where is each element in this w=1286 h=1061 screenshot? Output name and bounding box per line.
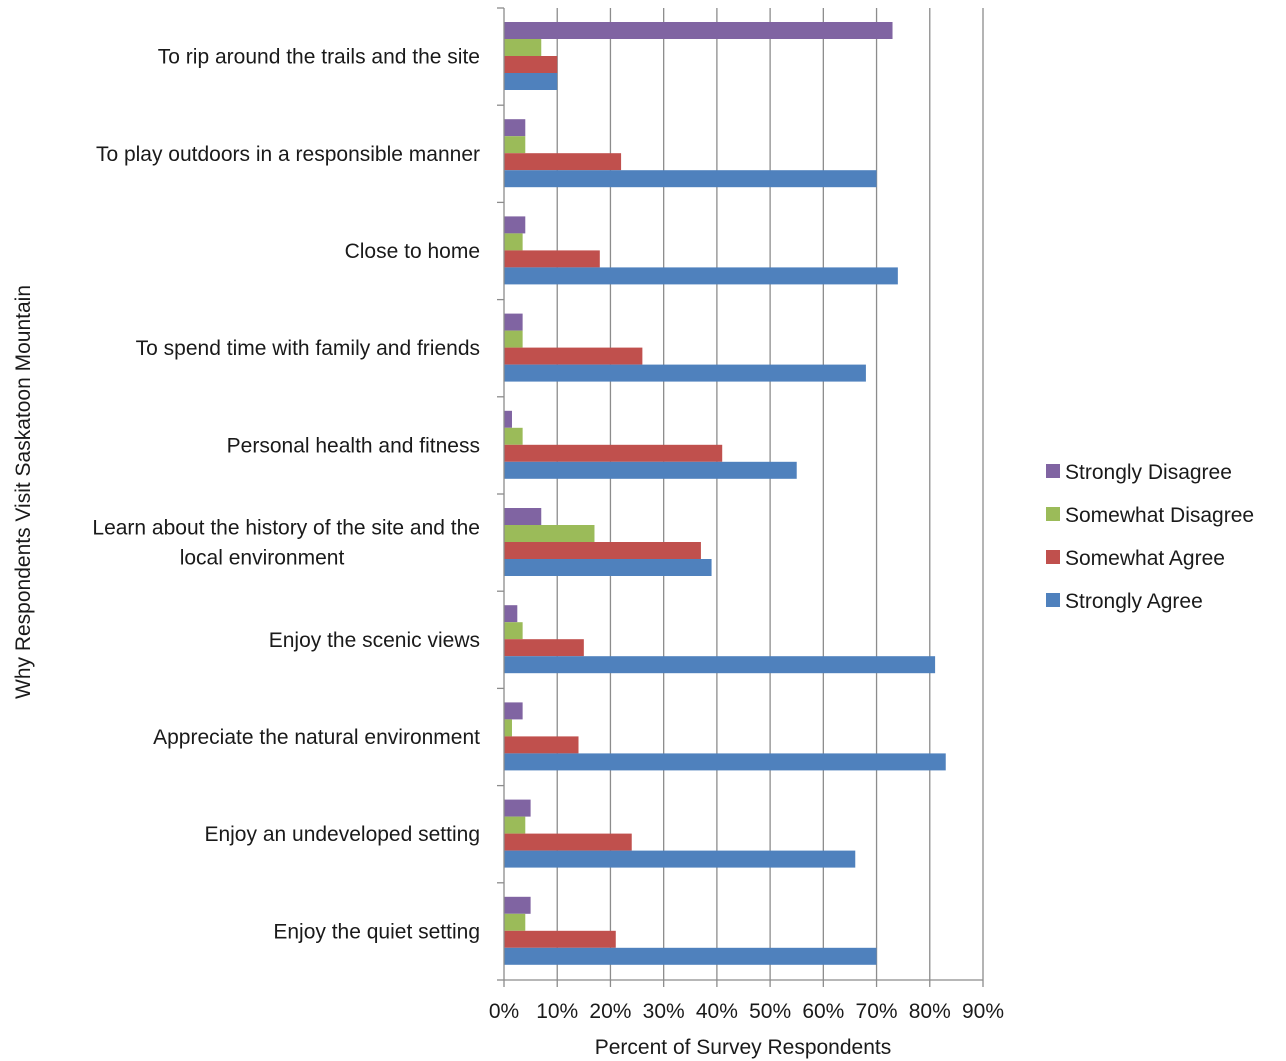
bar xyxy=(504,559,712,576)
category-label: To play outdoors in a responsible manner xyxy=(96,143,480,166)
category-label: Learn about the history of the site and … xyxy=(92,517,480,540)
legend-label: Strongly Agree xyxy=(1065,590,1203,613)
bar xyxy=(504,605,518,623)
category-label: Enjoy the quiet setting xyxy=(273,920,480,943)
bar xyxy=(504,233,523,251)
x-tick-labels: 0% 10% 20% 30% 40% 50% 60% 70% 80% 90% xyxy=(489,1000,1004,1023)
bar xyxy=(504,622,523,640)
x-tick-label: 90% xyxy=(962,1000,1004,1023)
x-axis-title: Percent of Survey Respondents xyxy=(595,1036,892,1059)
legend-label: Somewhat Disagree xyxy=(1065,504,1254,527)
bar xyxy=(504,347,643,365)
bar xyxy=(504,753,946,771)
category-label: Appreciate the natural environment xyxy=(153,726,480,749)
bar xyxy=(504,508,542,525)
category-label: Enjoy the scenic views xyxy=(269,629,480,652)
x-tick-label: 10% xyxy=(536,1000,578,1023)
x-tick-label: 50% xyxy=(749,1000,791,1023)
x-tick-label: 30% xyxy=(643,1000,685,1023)
bar xyxy=(504,639,584,657)
category-label: To spend time with family and friends xyxy=(136,337,480,360)
bar xyxy=(504,736,579,754)
bar xyxy=(504,216,526,234)
category-label: To rip around the trails and the site xyxy=(158,46,480,69)
legend-swatch xyxy=(1046,550,1060,564)
legend-swatch xyxy=(1046,464,1060,478)
bar xyxy=(504,444,723,462)
bar xyxy=(504,850,856,868)
bar xyxy=(504,816,526,834)
bar xyxy=(504,410,512,428)
legend-swatch xyxy=(1046,593,1060,607)
bar xyxy=(504,427,523,445)
bar xyxy=(504,833,632,851)
bar xyxy=(504,364,866,382)
bar xyxy=(504,330,523,348)
category-label: Enjoy an undeveloped setting xyxy=(204,823,480,846)
bar xyxy=(504,22,893,39)
bar xyxy=(504,896,531,914)
bar xyxy=(504,136,526,154)
bar xyxy=(504,73,558,90)
category-label: local environment xyxy=(180,547,345,570)
x-tick-label: 60% xyxy=(802,1000,844,1023)
bar xyxy=(504,702,523,720)
bar xyxy=(504,930,616,948)
legend: Strongly Disagree Somewhat Disagree Somewh… xyxy=(1046,461,1254,613)
bar xyxy=(504,39,542,56)
x-tick-label: 20% xyxy=(589,1000,631,1023)
bar xyxy=(504,913,526,931)
bar xyxy=(504,56,558,73)
bar xyxy=(504,313,523,331)
bar xyxy=(504,461,797,479)
bar xyxy=(504,525,595,542)
x-tick-label: 0% xyxy=(489,1000,519,1023)
bar xyxy=(504,153,622,171)
x-tick-label: 80% xyxy=(909,1000,951,1023)
legend-label: Strongly Disagree xyxy=(1065,461,1232,484)
y-axis-title: Why Respondents Visit Saskatoon Mountain xyxy=(12,285,35,699)
bar xyxy=(504,947,877,965)
bar xyxy=(504,719,512,737)
bar xyxy=(504,656,936,674)
x-tick-label: 40% xyxy=(696,1000,738,1023)
bars xyxy=(504,22,946,965)
category-labels: To rip around the trails and the site To … xyxy=(92,46,480,944)
category-label: Personal health and fitness xyxy=(227,434,480,457)
bar xyxy=(504,119,526,137)
bar xyxy=(504,542,701,559)
axes xyxy=(497,7,984,987)
x-tick-label: 70% xyxy=(856,1000,898,1023)
bar xyxy=(504,267,898,285)
legend-label: Somewhat Agree xyxy=(1065,547,1225,570)
bar xyxy=(504,250,600,268)
bar xyxy=(504,799,531,817)
category-label: Close to home xyxy=(345,240,480,263)
legend-swatch xyxy=(1046,507,1060,521)
bar xyxy=(504,170,877,188)
